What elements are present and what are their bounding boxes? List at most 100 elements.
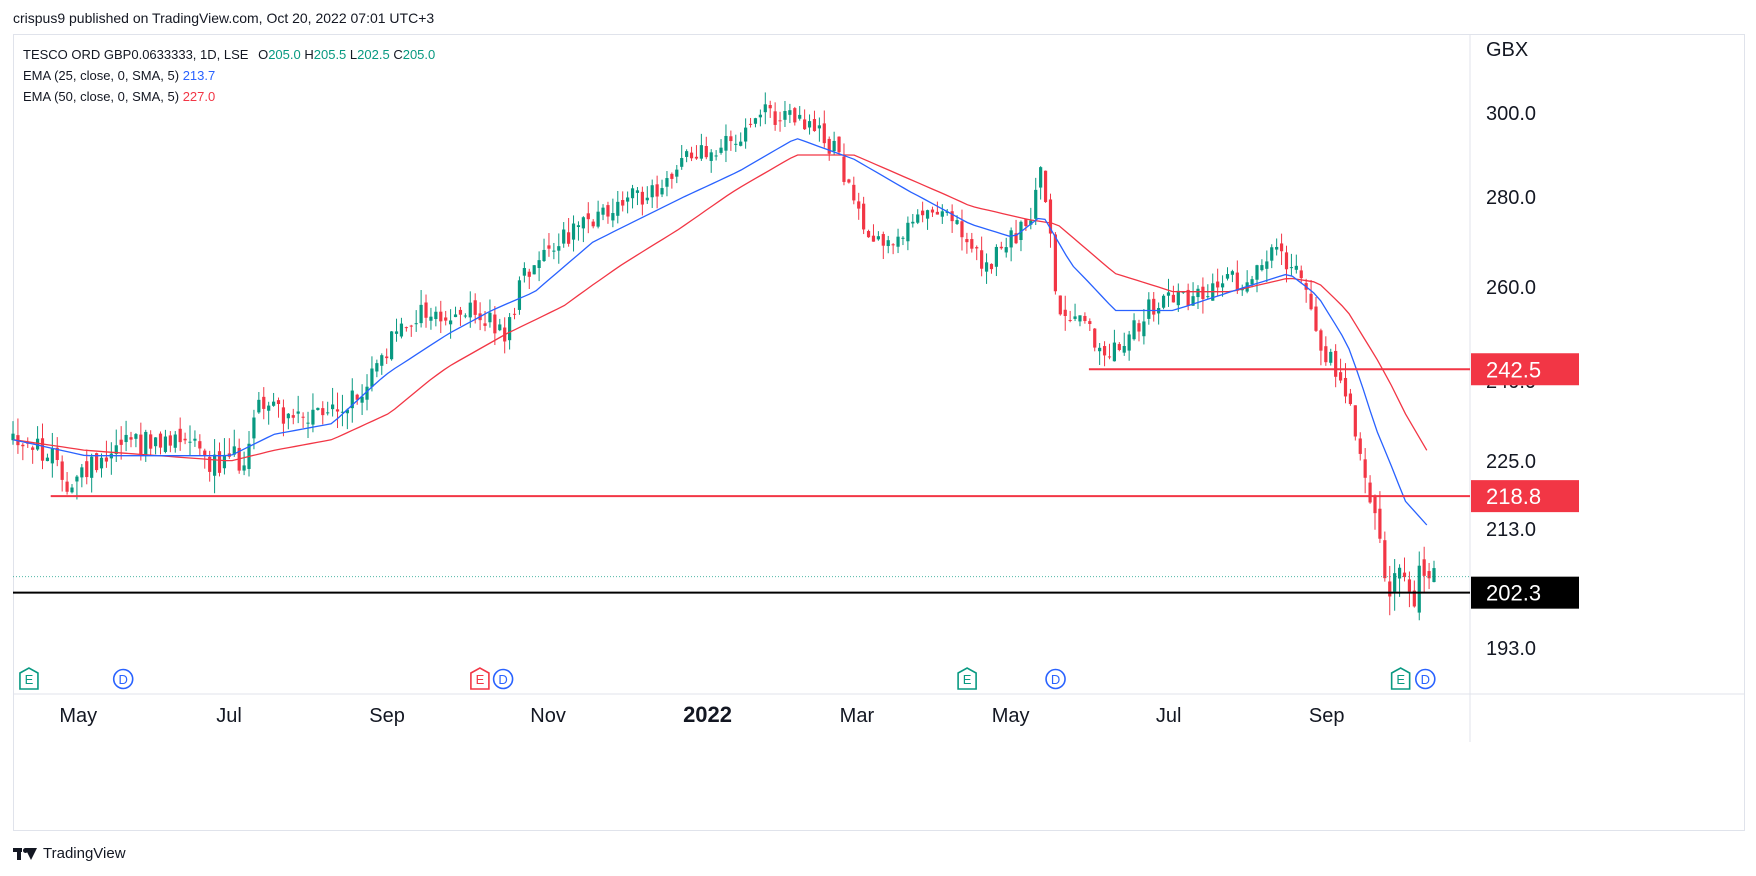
level-price-label: 202.3 [1486, 581, 1541, 606]
candle [699, 133, 703, 161]
earnings-marker-icon[interactable]: E [957, 667, 977, 690]
candle [124, 420, 128, 452]
candle [689, 146, 694, 162]
candle [1427, 562, 1431, 590]
candle [876, 231, 880, 241]
candle [1058, 295, 1062, 316]
candle [1019, 220, 1023, 252]
candle [414, 310, 418, 332]
y-tick-label: 213.0 [1486, 519, 1536, 541]
footer-brand[interactable]: TradingView [13, 845, 126, 862]
earnings-marker-icon[interactable]: E [470, 667, 490, 690]
earnings-marker-icon[interactable]: E [19, 667, 39, 690]
candle [906, 216, 910, 251]
x-tick-label: Nov [530, 705, 566, 727]
legend-symbol-row[interactable]: TESCO ORD GBP0.0633333, 1D, LSE O205.0 H… [23, 44, 435, 65]
candle [321, 401, 325, 425]
candle [1063, 295, 1067, 331]
legend-ohlc-high-label: H [304, 47, 314, 62]
candle [1417, 551, 1421, 621]
legend-ema50-row[interactable]: EMA (50, close, 0, SMA, 5) 227.0 [23, 86, 435, 107]
candle [601, 204, 605, 221]
x-tick-label: May [59, 705, 97, 727]
candle [340, 394, 345, 427]
candle [522, 262, 526, 283]
candle [1157, 302, 1161, 325]
candle [458, 306, 463, 326]
candle [119, 426, 123, 460]
ema50-line [12, 154, 1428, 462]
candle [404, 326, 408, 332]
legend-symbol: TESCO ORD GBP0.0633333, 1D, LSE [23, 47, 249, 62]
candle [999, 241, 1003, 250]
legend-ema25-row[interactable]: EMA (25, close, 0, SMA, 5) 213.7 [23, 65, 435, 86]
candle [1260, 259, 1264, 272]
dividend-marker-icon[interactable]: D [1045, 668, 1066, 690]
candle [1338, 358, 1343, 384]
candle [680, 145, 684, 170]
candle [591, 219, 595, 229]
svg-text:D: D [1421, 672, 1430, 687]
dividend-marker-icon[interactable]: D [1415, 668, 1436, 690]
candle [31, 445, 35, 464]
legend-ohlc-low: 202.5 [357, 47, 390, 62]
dividend-marker-icon[interactable]: D [112, 668, 134, 690]
candle [316, 407, 320, 411]
candle [921, 201, 925, 223]
candle [1009, 227, 1013, 262]
candle [488, 299, 492, 328]
candle [930, 206, 935, 217]
dividend-marker-icon[interactable]: D [492, 668, 514, 690]
candle [1383, 531, 1387, 582]
earnings-marker-icon[interactable]: E [1390, 667, 1411, 690]
candle [645, 186, 649, 204]
candle [35, 426, 40, 451]
candle [734, 134, 738, 152]
candle [350, 378, 354, 423]
candle [984, 253, 989, 284]
candle [99, 453, 104, 478]
candle [1132, 313, 1136, 341]
candle [1412, 580, 1416, 608]
candle [1098, 343, 1102, 365]
candle [1152, 292, 1156, 322]
candle [385, 348, 389, 364]
candle [758, 109, 762, 127]
candle [173, 431, 177, 453]
candle [547, 233, 551, 257]
candle [611, 198, 615, 228]
publisher-credit: crispus9 published on TradingView.com, O… [13, 10, 435, 26]
candle [498, 318, 502, 332]
candle [144, 429, 148, 462]
candle [453, 306, 458, 318]
candle [596, 200, 600, 229]
candle [1304, 278, 1308, 303]
svg-text:E: E [25, 672, 34, 687]
candle [158, 431, 163, 455]
candle [493, 306, 497, 346]
candle [822, 110, 826, 148]
candle [1004, 237, 1008, 258]
candle [567, 218, 571, 247]
candle [409, 324, 413, 337]
candle [537, 251, 541, 282]
candle [434, 306, 438, 327]
candle [557, 233, 561, 264]
candle [345, 408, 349, 430]
candle [798, 106, 802, 121]
candle [1397, 564, 1402, 597]
candle [16, 418, 20, 454]
candle [429, 307, 433, 330]
candle [512, 307, 517, 320]
candle [1230, 269, 1235, 283]
candle [886, 235, 890, 254]
candle [783, 100, 787, 127]
candle [1353, 405, 1357, 441]
candle [1122, 332, 1126, 356]
candle [1024, 218, 1028, 231]
candle [640, 186, 644, 216]
candle [439, 300, 443, 334]
candle [606, 201, 610, 224]
candle [1088, 318, 1092, 331]
